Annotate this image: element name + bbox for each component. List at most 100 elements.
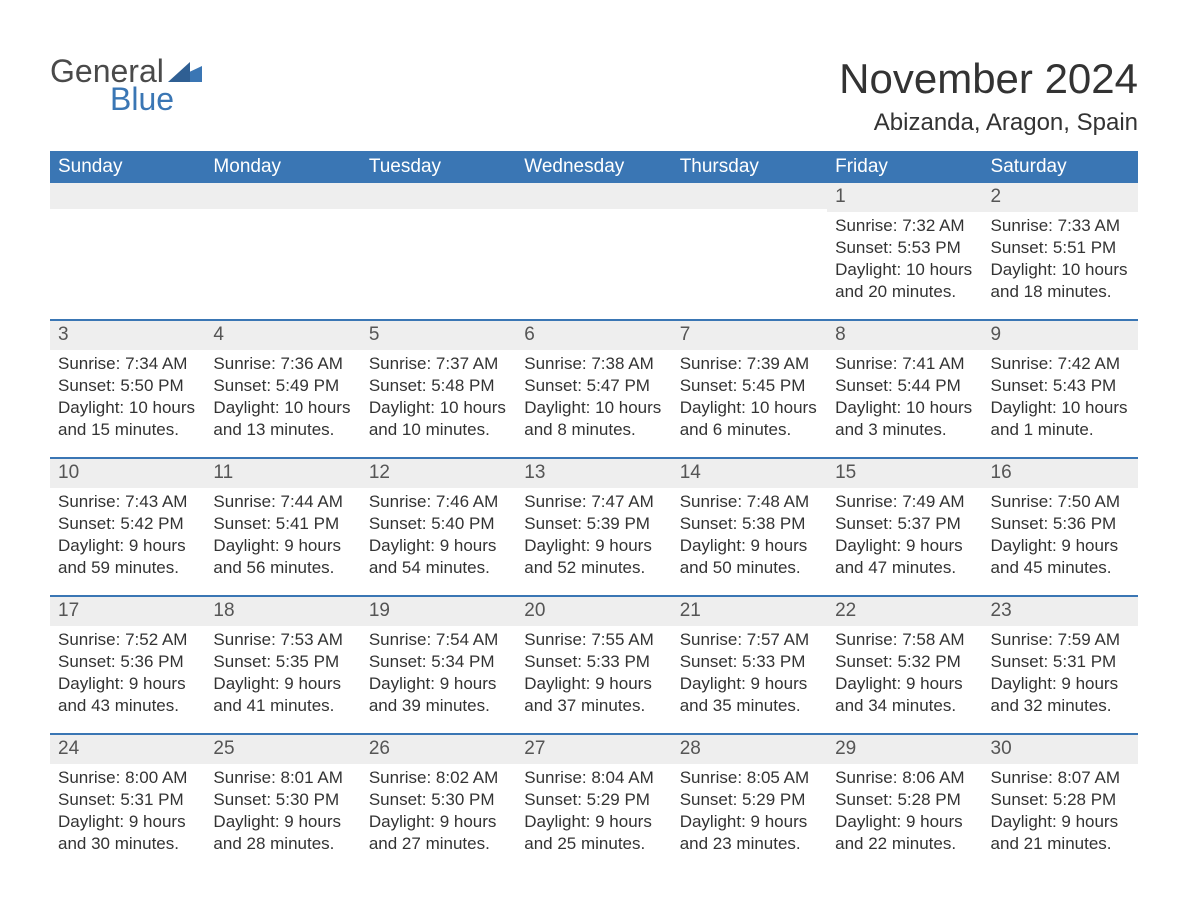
daylight-text: Daylight: 9 hours and 23 minutes. — [680, 811, 819, 855]
daylight-text: Daylight: 9 hours and 56 minutes. — [213, 535, 352, 579]
sunset-text: Sunset: 5:42 PM — [58, 513, 197, 535]
day-number: 3 — [50, 321, 205, 350]
weekday-header-cell: Sunday — [50, 151, 205, 183]
day-number: 20 — [516, 597, 671, 626]
weekday-header-cell: Saturday — [983, 151, 1138, 183]
sunset-text: Sunset: 5:39 PM — [524, 513, 663, 535]
day-details: Sunrise: 8:07 AMSunset: 5:28 PMDaylight:… — [983, 764, 1138, 855]
weekday-header-cell: Wednesday — [516, 151, 671, 183]
calendar-day-cell: 3Sunrise: 7:34 AMSunset: 5:50 PMDaylight… — [50, 321, 205, 441]
day-details: Sunrise: 7:49 AMSunset: 5:37 PMDaylight:… — [827, 488, 982, 579]
day-number: 5 — [361, 321, 516, 350]
day-details: Sunrise: 8:00 AMSunset: 5:31 PMDaylight:… — [50, 764, 205, 855]
calendar-week-row: 1Sunrise: 7:32 AMSunset: 5:53 PMDaylight… — [50, 183, 1138, 303]
sunrise-text: Sunrise: 7:53 AM — [213, 629, 352, 651]
daylight-text: Daylight: 9 hours and 45 minutes. — [991, 535, 1130, 579]
sunset-text: Sunset: 5:47 PM — [524, 375, 663, 397]
daylight-text: Daylight: 9 hours and 52 minutes. — [524, 535, 663, 579]
sunrise-text: Sunrise: 7:44 AM — [213, 491, 352, 513]
day-number: 21 — [672, 597, 827, 626]
brand-logo: General Blue — [50, 55, 202, 115]
sunset-text: Sunset: 5:51 PM — [991, 237, 1130, 259]
day-number: 10 — [50, 459, 205, 488]
calendar-day-cell: 26Sunrise: 8:02 AMSunset: 5:30 PMDayligh… — [361, 735, 516, 855]
weekday-header-cell: Tuesday — [361, 151, 516, 183]
daylight-text: Daylight: 9 hours and 27 minutes. — [369, 811, 508, 855]
sunrise-text: Sunrise: 8:07 AM — [991, 767, 1130, 789]
day-details: Sunrise: 7:33 AMSunset: 5:51 PMDaylight:… — [983, 212, 1138, 303]
sunrise-text: Sunrise: 7:43 AM — [58, 491, 197, 513]
sunset-text: Sunset: 5:37 PM — [835, 513, 974, 535]
sunset-text: Sunset: 5:29 PM — [524, 789, 663, 811]
sunset-text: Sunset: 5:45 PM — [680, 375, 819, 397]
sunset-text: Sunset: 5:40 PM — [369, 513, 508, 535]
sunrise-text: Sunrise: 7:41 AM — [835, 353, 974, 375]
calendar-week-row: 24Sunrise: 8:00 AMSunset: 5:31 PMDayligh… — [50, 733, 1138, 855]
empty-day-strip — [50, 183, 205, 209]
weekday-header-cell: Thursday — [672, 151, 827, 183]
day-number: 22 — [827, 597, 982, 626]
day-number: 19 — [361, 597, 516, 626]
calendar-day-cell: 22Sunrise: 7:58 AMSunset: 5:32 PMDayligh… — [827, 597, 982, 717]
day-details: Sunrise: 7:38 AMSunset: 5:47 PMDaylight:… — [516, 350, 671, 441]
day-number: 9 — [983, 321, 1138, 350]
day-number: 4 — [205, 321, 360, 350]
day-details: Sunrise: 8:04 AMSunset: 5:29 PMDaylight:… — [516, 764, 671, 855]
sunset-text: Sunset: 5:48 PM — [369, 375, 508, 397]
day-details: Sunrise: 8:06 AMSunset: 5:28 PMDaylight:… — [827, 764, 982, 855]
sunrise-text: Sunrise: 7:58 AM — [835, 629, 974, 651]
daylight-text: Daylight: 10 hours and 15 minutes. — [58, 397, 197, 441]
sunrise-text: Sunrise: 7:49 AM — [835, 491, 974, 513]
calendar-day-cell: 21Sunrise: 7:57 AMSunset: 5:33 PMDayligh… — [672, 597, 827, 717]
month-title: November 2024 — [839, 55, 1138, 103]
daylight-text: Daylight: 9 hours and 50 minutes. — [680, 535, 819, 579]
sunrise-text: Sunrise: 7:57 AM — [680, 629, 819, 651]
daylight-text: Daylight: 10 hours and 3 minutes. — [835, 397, 974, 441]
sunrise-text: Sunrise: 7:32 AM — [835, 215, 974, 237]
daylight-text: Daylight: 9 hours and 54 minutes. — [369, 535, 508, 579]
day-details: Sunrise: 7:48 AMSunset: 5:38 PMDaylight:… — [672, 488, 827, 579]
day-details: Sunrise: 7:42 AMSunset: 5:43 PMDaylight:… — [983, 350, 1138, 441]
sunrise-text: Sunrise: 7:37 AM — [369, 353, 508, 375]
day-number: 26 — [361, 735, 516, 764]
calendar-week-row: 17Sunrise: 7:52 AMSunset: 5:36 PMDayligh… — [50, 595, 1138, 717]
day-number: 23 — [983, 597, 1138, 626]
day-number: 27 — [516, 735, 671, 764]
calendar-day-cell: 1Sunrise: 7:32 AMSunset: 5:53 PMDaylight… — [827, 183, 982, 303]
daylight-text: Daylight: 10 hours and 13 minutes. — [213, 397, 352, 441]
calendar-day-cell — [516, 183, 671, 303]
daylight-text: Daylight: 9 hours and 25 minutes. — [524, 811, 663, 855]
calendar-day-cell: 10Sunrise: 7:43 AMSunset: 5:42 PMDayligh… — [50, 459, 205, 579]
day-details: Sunrise: 7:46 AMSunset: 5:40 PMDaylight:… — [361, 488, 516, 579]
sunset-text: Sunset: 5:41 PM — [213, 513, 352, 535]
sunrise-text: Sunrise: 7:59 AM — [991, 629, 1130, 651]
sunset-text: Sunset: 5:50 PM — [58, 375, 197, 397]
day-number: 12 — [361, 459, 516, 488]
daylight-text: Daylight: 9 hours and 39 minutes. — [369, 673, 508, 717]
calendar-day-cell: 18Sunrise: 7:53 AMSunset: 5:35 PMDayligh… — [205, 597, 360, 717]
day-details: Sunrise: 7:52 AMSunset: 5:36 PMDaylight:… — [50, 626, 205, 717]
sunrise-text: Sunrise: 7:38 AM — [524, 353, 663, 375]
sunrise-text: Sunrise: 7:52 AM — [58, 629, 197, 651]
sunset-text: Sunset: 5:30 PM — [213, 789, 352, 811]
day-number: 14 — [672, 459, 827, 488]
day-number: 1 — [827, 183, 982, 212]
daylight-text: Daylight: 10 hours and 10 minutes. — [369, 397, 508, 441]
day-details: Sunrise: 7:34 AMSunset: 5:50 PMDaylight:… — [50, 350, 205, 441]
weekday-header-cell: Monday — [205, 151, 360, 183]
sunset-text: Sunset: 5:49 PM — [213, 375, 352, 397]
page-header: General Blue November 2024 Abizanda, Ara… — [50, 55, 1138, 137]
sunrise-text: Sunrise: 7:50 AM — [991, 491, 1130, 513]
sunset-text: Sunset: 5:31 PM — [58, 789, 197, 811]
day-details: Sunrise: 7:37 AMSunset: 5:48 PMDaylight:… — [361, 350, 516, 441]
calendar-page: General Blue November 2024 Abizanda, Ara… — [0, 0, 1188, 895]
day-details: Sunrise: 7:57 AMSunset: 5:33 PMDaylight:… — [672, 626, 827, 717]
sunrise-text: Sunrise: 8:05 AM — [680, 767, 819, 789]
calendar-day-cell: 29Sunrise: 8:06 AMSunset: 5:28 PMDayligh… — [827, 735, 982, 855]
day-details: Sunrise: 7:32 AMSunset: 5:53 PMDaylight:… — [827, 212, 982, 303]
day-number: 30 — [983, 735, 1138, 764]
calendar-day-cell: 6Sunrise: 7:38 AMSunset: 5:47 PMDaylight… — [516, 321, 671, 441]
day-details: Sunrise: 7:59 AMSunset: 5:31 PMDaylight:… — [983, 626, 1138, 717]
day-number: 6 — [516, 321, 671, 350]
sunrise-text: Sunrise: 7:36 AM — [213, 353, 352, 375]
